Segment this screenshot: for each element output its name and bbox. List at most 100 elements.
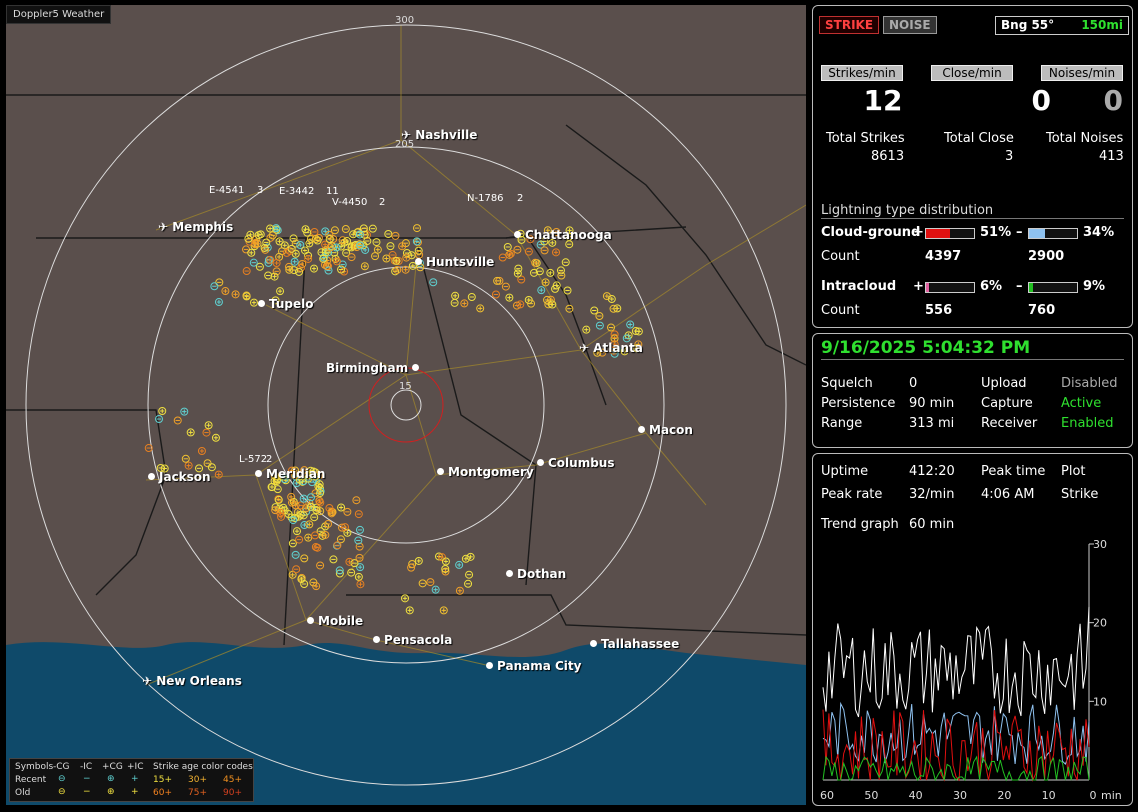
trend-line xyxy=(822,701,1090,766)
legend-symbols-title: Symbols xyxy=(15,762,54,772)
city-dot-icon xyxy=(638,426,645,433)
storm-id-label[interactable]: 2 xyxy=(266,454,273,465)
strike-marker xyxy=(541,278,550,287)
strike-marker xyxy=(354,572,363,581)
strike-marker xyxy=(276,508,285,517)
strike-marker xyxy=(306,466,315,475)
trend-x-label: 50 xyxy=(864,789,878,802)
city-label: Birmingham xyxy=(326,361,423,375)
strike-marker xyxy=(316,498,325,507)
strike-marker xyxy=(633,344,642,353)
strike-marker xyxy=(548,300,557,309)
strike-marker xyxy=(398,242,407,251)
strike-marker xyxy=(540,246,549,255)
lightning-map[interactable]: Doppler5 Weather 300 205 15 ✈ Nashville ✈… xyxy=(6,5,806,805)
strike-marker xyxy=(297,575,306,584)
city-dot-icon xyxy=(506,570,513,577)
bearing-range-display[interactable]: Bng 55° 150mi xyxy=(995,16,1129,35)
strike-marker xyxy=(441,564,450,573)
strike-marker xyxy=(332,257,341,266)
strike-marker xyxy=(391,231,400,240)
symbol-legend: Symbols -CG -IC +CG +IC Strike age color… xyxy=(9,758,254,802)
strike-marker xyxy=(342,248,351,257)
strike-marker xyxy=(326,243,335,252)
strike-marker xyxy=(347,253,356,262)
strike-marker xyxy=(272,267,281,276)
storm-id-label[interactable]: 3 xyxy=(257,185,264,196)
strike-marker xyxy=(299,511,308,520)
roads xyxy=(145,25,806,686)
strike-marker xyxy=(609,304,618,313)
plot-value[interactable]: Strike xyxy=(1061,487,1099,502)
storm-id-label[interactable]: 11 xyxy=(326,186,339,197)
ic-plus-sign: + xyxy=(913,279,924,294)
uptime-value: 412:20 xyxy=(909,464,955,479)
strike-marker xyxy=(441,557,450,566)
strike-marker xyxy=(517,235,526,244)
strike-marker xyxy=(441,567,450,576)
strike-marker xyxy=(249,258,258,267)
strike-marker xyxy=(255,262,264,271)
capture-value[interactable]: Active xyxy=(1061,396,1102,411)
strike-marker xyxy=(260,243,269,252)
strike-marker xyxy=(221,287,230,296)
status-panel: 9/16/2025 5:04:32 PM Squelch 0 Upload Di… xyxy=(812,333,1133,448)
storm-id-label[interactable]: L-572 xyxy=(239,454,268,465)
receiver-value[interactable]: Enabled xyxy=(1061,416,1114,431)
range-value: 150mi xyxy=(1081,18,1123,32)
strike-marker xyxy=(204,421,213,430)
city-label: Dothan xyxy=(506,567,566,581)
squelch-value: 0 xyxy=(909,376,918,391)
trend-x-label: 20 xyxy=(997,789,1011,802)
legend-cg-minus: -CG xyxy=(53,762,70,772)
strike-marker xyxy=(565,304,574,313)
strike-marker xyxy=(565,240,574,249)
strike-marker xyxy=(271,506,280,515)
strikes-per-min-label: Strikes/min xyxy=(821,65,903,81)
storm-id-label[interactable]: N-1786 xyxy=(467,193,504,204)
strike-button[interactable]: STRIKE xyxy=(819,16,880,34)
storm-id-label[interactable]: E-3442 xyxy=(279,186,315,197)
strike-marker xyxy=(300,466,309,475)
legend-ic-plus: +IC xyxy=(127,762,144,772)
strike-marker xyxy=(451,291,460,300)
strike-marker xyxy=(333,541,342,550)
strike-marker xyxy=(262,238,271,247)
strike-marker xyxy=(426,578,435,587)
storm-id-label[interactable]: V-4450 xyxy=(332,197,368,208)
noise-button[interactable]: NOISE xyxy=(883,16,937,34)
strike-marker xyxy=(540,237,549,246)
storm-id-label[interactable]: 2 xyxy=(517,193,524,204)
city-label: Mobile xyxy=(307,614,363,628)
ring-label-outer: 300 xyxy=(395,15,415,26)
datetime-display: 9/16/2025 5:04:32 PM xyxy=(821,338,1031,358)
storm-id-label[interactable]: E-4541 xyxy=(209,185,245,196)
strike-marker xyxy=(295,267,304,276)
strike-marker xyxy=(329,555,338,564)
strike-marker xyxy=(247,248,256,257)
airplane-icon: ✈ xyxy=(142,674,157,688)
upload-value[interactable]: Disabled xyxy=(1061,376,1118,391)
city-label: ✈ Memphis xyxy=(158,220,234,234)
strike-marker xyxy=(292,565,301,574)
strike-marker xyxy=(414,246,423,255)
legend-age-title: Strike age color codes xyxy=(153,762,253,772)
strike-marker xyxy=(610,330,619,339)
strike-marker xyxy=(277,512,286,521)
cg-negative-pct: 34% xyxy=(1083,225,1115,240)
strike-marker xyxy=(215,278,224,287)
trend-x-label: 40 xyxy=(909,789,923,802)
strike-marker xyxy=(251,239,260,248)
strike-marker xyxy=(155,415,164,424)
strike-marker xyxy=(355,553,364,562)
strike-marker xyxy=(356,241,365,250)
city-dot-icon xyxy=(415,258,422,265)
storm-id-label[interactable]: 2 xyxy=(379,197,386,208)
strike-marker xyxy=(513,245,522,254)
strike-marker xyxy=(296,263,305,272)
city-dot-icon xyxy=(148,473,155,480)
strike-marker xyxy=(455,560,464,569)
strike-marker xyxy=(590,306,599,315)
upload-label: Upload xyxy=(981,376,1027,391)
strike-marker xyxy=(359,224,368,233)
